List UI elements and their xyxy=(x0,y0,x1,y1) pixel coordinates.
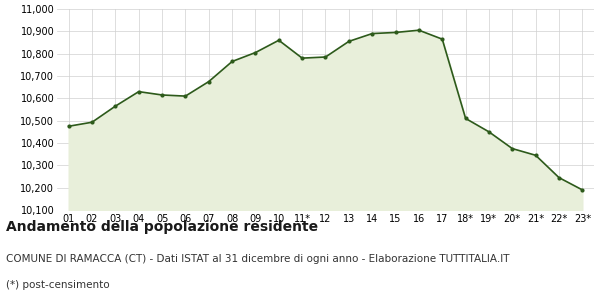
Text: Andamento della popolazione residente: Andamento della popolazione residente xyxy=(6,220,318,235)
Text: (*) post-censimento: (*) post-censimento xyxy=(6,280,110,290)
Text: COMUNE DI RAMACCA (CT) - Dati ISTAT al 31 dicembre di ogni anno - Elaborazione T: COMUNE DI RAMACCA (CT) - Dati ISTAT al 3… xyxy=(6,254,509,263)
